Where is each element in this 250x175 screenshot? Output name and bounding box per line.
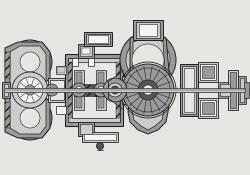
Bar: [124, 78, 134, 102]
Polygon shape: [132, 38, 166, 130]
Circle shape: [12, 72, 48, 108]
Circle shape: [138, 80, 158, 100]
Bar: [139, 24, 157, 36]
Bar: [82, 132, 118, 142]
Circle shape: [17, 77, 43, 103]
Bar: [48, 78, 66, 102]
Bar: [200, 100, 216, 116]
Bar: [244, 82, 249, 98]
Bar: [78, 122, 94, 136]
Bar: [198, 98, 218, 118]
Bar: [202, 102, 214, 114]
Circle shape: [14, 102, 46, 134]
Bar: [98, 72, 104, 108]
Circle shape: [122, 64, 174, 116]
Circle shape: [94, 83, 108, 97]
Circle shape: [120, 32, 176, 88]
Bar: [220, 84, 230, 96]
Bar: [50, 80, 64, 100]
Bar: [82, 48, 90, 54]
Circle shape: [96, 142, 103, 149]
Polygon shape: [5, 42, 50, 138]
Polygon shape: [5, 102, 10, 128]
Bar: [184, 68, 194, 112]
Bar: [240, 78, 244, 102]
Circle shape: [103, 78, 127, 102]
Bar: [74, 84, 114, 96]
Bar: [2, 82, 10, 98]
Bar: [84, 134, 116, 140]
Bar: [133, 20, 163, 40]
Circle shape: [143, 85, 153, 95]
Bar: [218, 82, 232, 98]
Bar: [56, 106, 66, 114]
Circle shape: [49, 87, 55, 93]
Bar: [96, 70, 106, 110]
Circle shape: [98, 86, 104, 93]
Bar: [74, 70, 84, 110]
Bar: [122, 76, 136, 104]
Bar: [5, 89, 245, 92]
Circle shape: [8, 96, 52, 140]
Circle shape: [8, 40, 52, 84]
Bar: [238, 76, 246, 104]
Bar: [228, 70, 238, 110]
Bar: [76, 72, 82, 108]
Polygon shape: [68, 62, 72, 118]
Bar: [200, 64, 216, 80]
Circle shape: [76, 86, 82, 93]
Bar: [88, 35, 108, 43]
Bar: [78, 44, 94, 58]
Bar: [86, 34, 110, 44]
Bar: [5, 88, 245, 92]
Bar: [72, 58, 78, 66]
Bar: [72, 62, 116, 118]
Circle shape: [20, 108, 40, 128]
Bar: [88, 58, 94, 66]
Bar: [4, 84, 8, 96]
Circle shape: [20, 52, 40, 72]
Bar: [230, 72, 236, 108]
Bar: [56, 66, 66, 74]
Circle shape: [25, 85, 35, 95]
Bar: [136, 22, 160, 38]
Bar: [182, 66, 196, 114]
Bar: [80, 46, 92, 56]
Circle shape: [108, 83, 122, 97]
Polygon shape: [116, 62, 120, 118]
Bar: [180, 64, 198, 116]
Polygon shape: [10, 46, 46, 134]
Circle shape: [46, 84, 58, 96]
Circle shape: [14, 46, 46, 78]
Polygon shape: [128, 34, 170, 134]
Bar: [80, 124, 92, 134]
Bar: [68, 58, 120, 122]
Bar: [202, 66, 214, 78]
Circle shape: [126, 38, 170, 82]
Circle shape: [132, 44, 164, 76]
Bar: [84, 32, 112, 46]
Circle shape: [111, 86, 119, 94]
Bar: [57, 67, 65, 73]
Bar: [65, 54, 123, 126]
Circle shape: [72, 83, 86, 97]
Polygon shape: [5, 52, 10, 78]
Bar: [198, 62, 218, 82]
